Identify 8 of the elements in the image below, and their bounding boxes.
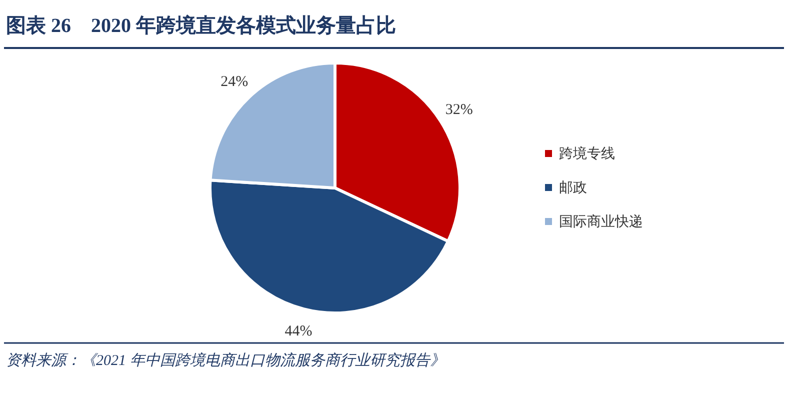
legend-label: 跨境专线: [559, 146, 615, 162]
legend-label: 邮政: [559, 180, 587, 196]
legend-label: 国际商业快递: [559, 214, 643, 230]
text: 资料来源：《2021 年中国跨境电商出口物流服务商行业研究报告》: [6, 352, 445, 369]
data-label: 24%: [220, 74, 248, 90]
data-label: 32%: [445, 102, 473, 118]
chart-title: 图表 26 2020 年跨境直发各模式业务量占比: [6, 14, 396, 37]
data-label: 44%: [284, 323, 312, 340]
